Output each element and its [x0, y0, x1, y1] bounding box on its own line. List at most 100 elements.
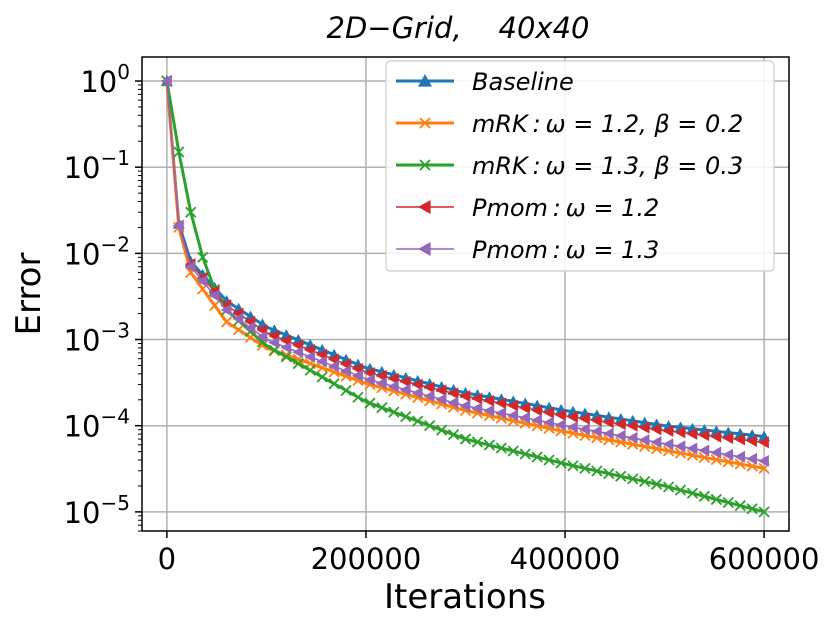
- series-marker-stroke: [650, 478, 663, 490]
- legend-marker: [418, 242, 431, 256]
- series-marker: [328, 378, 340, 390]
- series-marker: [424, 419, 436, 432]
- series-marker: [519, 402, 531, 415]
- series-marker: [447, 387, 459, 400]
- series-marker: [710, 446, 722, 459]
- legend-item: Baseline: [396, 68, 574, 96]
- legend-marker-stroke: [419, 159, 431, 171]
- series-marker-stroke: [674, 484, 687, 496]
- legend-label: Pmom : ω = 1.3: [472, 236, 659, 264]
- series-marker: [471, 392, 483, 405]
- series-marker-stroke: [173, 146, 185, 158]
- series-marker: [399, 375, 411, 388]
- series-marker: [340, 364, 351, 377]
- series-marker: [567, 421, 578, 434]
- series-marker: [197, 251, 209, 263]
- series-marker: [209, 299, 221, 312]
- series-marker-stroke: [447, 428, 460, 441]
- y-tick-label: 10−1: [64, 146, 130, 185]
- legend-label: mRK : ω = 1.3, β = 0.3: [472, 152, 743, 180]
- series-marker: [316, 371, 328, 383]
- series-marker-stroke: [352, 391, 364, 403]
- series-marker-stroke: [639, 475, 651, 488]
- series-marker: [590, 425, 602, 438]
- series-layer: [160, 75, 771, 518]
- series-marker-stroke: [591, 465, 603, 477]
- series-marker: [603, 467, 615, 480]
- legend-marker: [419, 117, 431, 129]
- series-marker: [602, 416, 614, 429]
- series-marker: [160, 75, 172, 88]
- series-marker-stroke: [197, 251, 209, 263]
- series-marker: [531, 404, 542, 417]
- series-marker: [304, 364, 316, 376]
- series-marker: [399, 383, 411, 396]
- series-marker: [746, 503, 758, 515]
- series-marker: [400, 411, 412, 423]
- series-marker: [543, 416, 554, 429]
- series-marker-stroke: [424, 419, 436, 432]
- series-marker: [722, 432, 734, 445]
- series-marker: [662, 438, 674, 451]
- series-marker: [185, 206, 197, 218]
- y-tick-exponent: 0: [117, 60, 130, 84]
- y-tick-label: 10−4: [64, 405, 130, 444]
- series-marker-stroke: [495, 442, 507, 454]
- x-tick-label: 200000: [311, 542, 422, 576]
- chart-title: 2D−Grid, 40x40: [327, 11, 590, 45]
- series-marker: [423, 381, 435, 394]
- series-marker: [543, 406, 554, 419]
- series-marker: [173, 146, 185, 158]
- series-marker: [578, 412, 590, 425]
- series-marker-stroke: [734, 500, 746, 512]
- series-marker: [674, 426, 686, 439]
- series-marker-stroke: [758, 506, 770, 518]
- series-marker: [722, 496, 734, 509]
- series-marker: [519, 448, 531, 460]
- series-marker-stroke: [483, 439, 496, 451]
- series-marker-stroke: [292, 357, 304, 370]
- series-marker: [387, 380, 399, 393]
- series-marker: [459, 390, 471, 403]
- series-marker: [483, 394, 495, 407]
- series-marker-stroke: [316, 371, 328, 383]
- series-marker: [662, 481, 675, 493]
- series-marker: [459, 433, 472, 445]
- y-tick-exponent: −4: [101, 405, 130, 429]
- series-marker-stroke: [531, 451, 543, 463]
- series-marker-stroke: [364, 397, 376, 409]
- series-marker: [435, 384, 447, 397]
- series-marker: [507, 409, 519, 422]
- series-marker: [722, 448, 734, 461]
- series-marker-stroke: [567, 460, 579, 472]
- series-marker: [328, 360, 339, 373]
- series-marker: [304, 350, 316, 363]
- series-marker: [626, 419, 638, 432]
- series-marker: [639, 475, 651, 488]
- series-marker: [674, 484, 687, 496]
- legend-box: [385, 60, 775, 272]
- legend: Baseline mRK : ω = 1.2, β = 0.2 mRK : ω = …: [385, 60, 775, 272]
- series-marker: [602, 427, 614, 440]
- legend-item: Pmom : ω = 1.3: [396, 236, 659, 264]
- series-marker: [184, 260, 196, 273]
- series-marker: [698, 490, 711, 502]
- series-marker: [483, 439, 496, 451]
- plot-frame: [141, 56, 790, 532]
- series-marker: [710, 493, 722, 506]
- y-tick-base: 10: [64, 496, 101, 530]
- series-marker: [555, 418, 566, 431]
- series-marker-stroke: [555, 457, 567, 469]
- series-marker: [208, 289, 220, 302]
- series-marker: [435, 393, 447, 406]
- y-axis-label: Error: [9, 253, 49, 336]
- series-marker: [435, 424, 448, 436]
- series-marker: [196, 275, 208, 288]
- series-marker: [650, 478, 663, 490]
- series-marker: [447, 428, 460, 441]
- y-tick-exponent: −3: [101, 319, 130, 343]
- series-marker-stroke: [746, 503, 758, 515]
- series-marker: [746, 434, 757, 447]
- series-marker-stroke: [686, 487, 699, 499]
